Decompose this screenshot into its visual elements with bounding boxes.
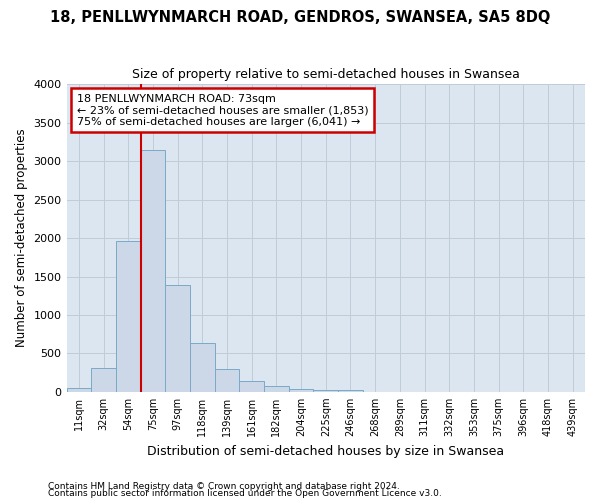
Bar: [91, 368, 116, 392]
Bar: [289, 388, 313, 392]
Text: Contains public sector information licensed under the Open Government Licence v3: Contains public sector information licen…: [48, 489, 442, 498]
Bar: [67, 388, 91, 392]
Y-axis label: Number of semi-detached properties: Number of semi-detached properties: [15, 129, 28, 348]
Text: 18, PENLLWYNMARCH ROAD, GENDROS, SWANSEA, SA5 8DQ: 18, PENLLWYNMARCH ROAD, GENDROS, SWANSEA…: [50, 10, 550, 25]
Bar: [313, 390, 338, 392]
X-axis label: Distribution of semi-detached houses by size in Swansea: Distribution of semi-detached houses by …: [147, 444, 505, 458]
Bar: [116, 241, 140, 392]
Bar: [190, 342, 215, 392]
Bar: [140, 150, 165, 392]
Bar: [264, 386, 289, 392]
Bar: [215, 369, 239, 392]
Text: 18 PENLLWYNMARCH ROAD: 73sqm
← 23% of semi-detached houses are smaller (1,853)
7: 18 PENLLWYNMARCH ROAD: 73sqm ← 23% of se…: [77, 94, 368, 127]
Bar: [239, 381, 264, 392]
Title: Size of property relative to semi-detached houses in Swansea: Size of property relative to semi-detach…: [132, 68, 520, 80]
Bar: [338, 390, 363, 392]
Bar: [165, 285, 190, 392]
Text: Contains HM Land Registry data © Crown copyright and database right 2024.: Contains HM Land Registry data © Crown c…: [48, 482, 400, 491]
